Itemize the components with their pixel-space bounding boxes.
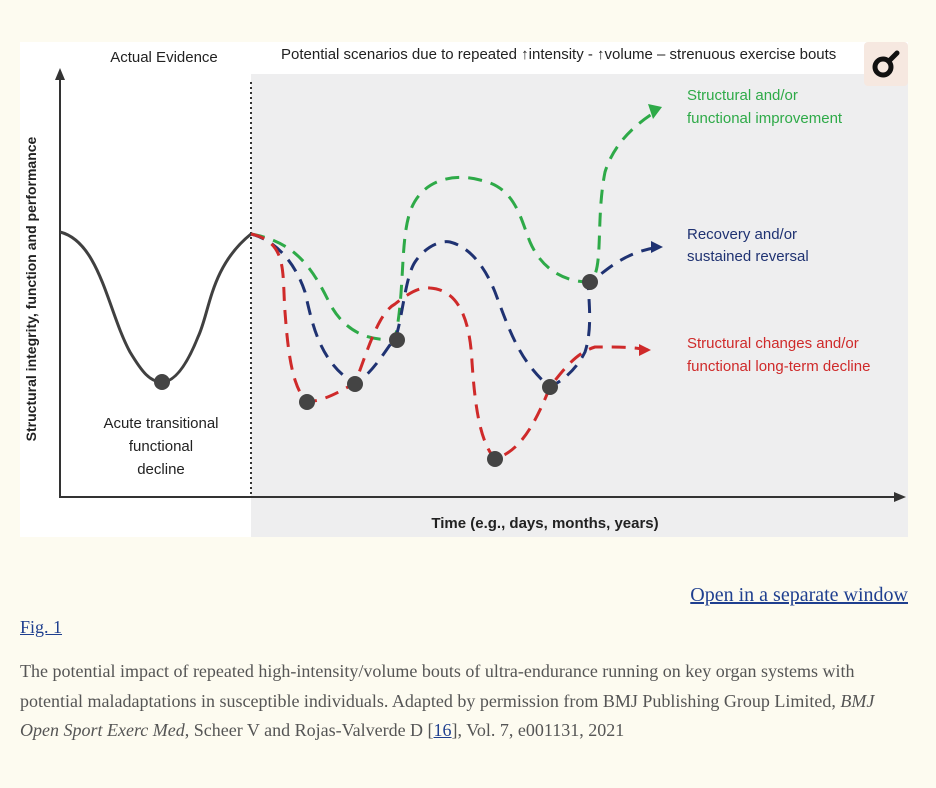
recovery-arrowhead bbox=[651, 241, 663, 253]
zoom-button[interactable] bbox=[864, 42, 908, 86]
acute-label-line-3: decline bbox=[137, 461, 185, 478]
fig-reference-link[interactable]: Fig. 1 bbox=[20, 617, 63, 637]
decline-arrowhead bbox=[639, 344, 651, 356]
improvement-arrowhead bbox=[648, 104, 662, 119]
node-blue-1 bbox=[347, 376, 363, 392]
diagram-svg: Actual Evidence Potential scenarios due … bbox=[23, 46, 908, 537]
improvement-label-line-2: functional improvement bbox=[687, 110, 843, 127]
improvement-label-line-1: Structural and/or bbox=[687, 87, 798, 104]
recovery-label-line-1: Recovery and/or bbox=[687, 226, 797, 243]
y-axis-arrow bbox=[55, 68, 65, 80]
caption-ref-link[interactable]: 16 bbox=[433, 720, 452, 740]
baseline-curve bbox=[59, 230, 252, 384]
node-green-2 bbox=[582, 274, 598, 290]
caption-journal: BMJ Open Sport Exerc Med bbox=[20, 690, 875, 741]
scenario-background bbox=[251, 74, 908, 537]
recovery-path bbox=[250, 232, 661, 389]
decline-label-line-2: functional long-term decline bbox=[687, 358, 870, 375]
header-actual-evidence: Actual Evidence bbox=[110, 49, 218, 66]
open-separate-window-link[interactable]: Open in a separate window bbox=[690, 584, 908, 606]
node-green-1 bbox=[389, 332, 405, 348]
header-potential-scenarios: Potential scenarios due to repeated ↑int… bbox=[281, 46, 836, 63]
x-axis-label: Time (e.g., days, months, years) bbox=[431, 515, 658, 532]
node-red-1 bbox=[299, 394, 315, 410]
caption-text-1: The potential impact of repeated high-in… bbox=[20, 661, 855, 711]
magnifier-icon bbox=[872, 50, 900, 78]
caption-text-2: , Scheer V and Rojas-Valverde D [ bbox=[184, 720, 434, 740]
node-blue-2 bbox=[542, 379, 558, 395]
acute-label-line-2: functional bbox=[129, 438, 193, 455]
recovery-label-line-2: sustained reversal bbox=[687, 248, 809, 265]
figure-image: Actual Evidence Potential scenarios due … bbox=[20, 42, 908, 537]
figure-caption: The potential impact of repeated high-in… bbox=[20, 657, 910, 746]
improvement-path bbox=[250, 112, 653, 342]
y-axis-label: Structural integrity, function and perfo… bbox=[23, 136, 39, 441]
x-axis-arrow bbox=[894, 492, 906, 502]
decline-label-line-1: Structural changes and/or bbox=[687, 335, 859, 352]
caption-text-3: ], Vol. 7, e001131, 2021 bbox=[451, 720, 625, 740]
node-red-2 bbox=[487, 451, 503, 467]
acute-label-line-1: Acute transitional bbox=[103, 415, 218, 432]
node-acute-decline bbox=[154, 374, 170, 390]
